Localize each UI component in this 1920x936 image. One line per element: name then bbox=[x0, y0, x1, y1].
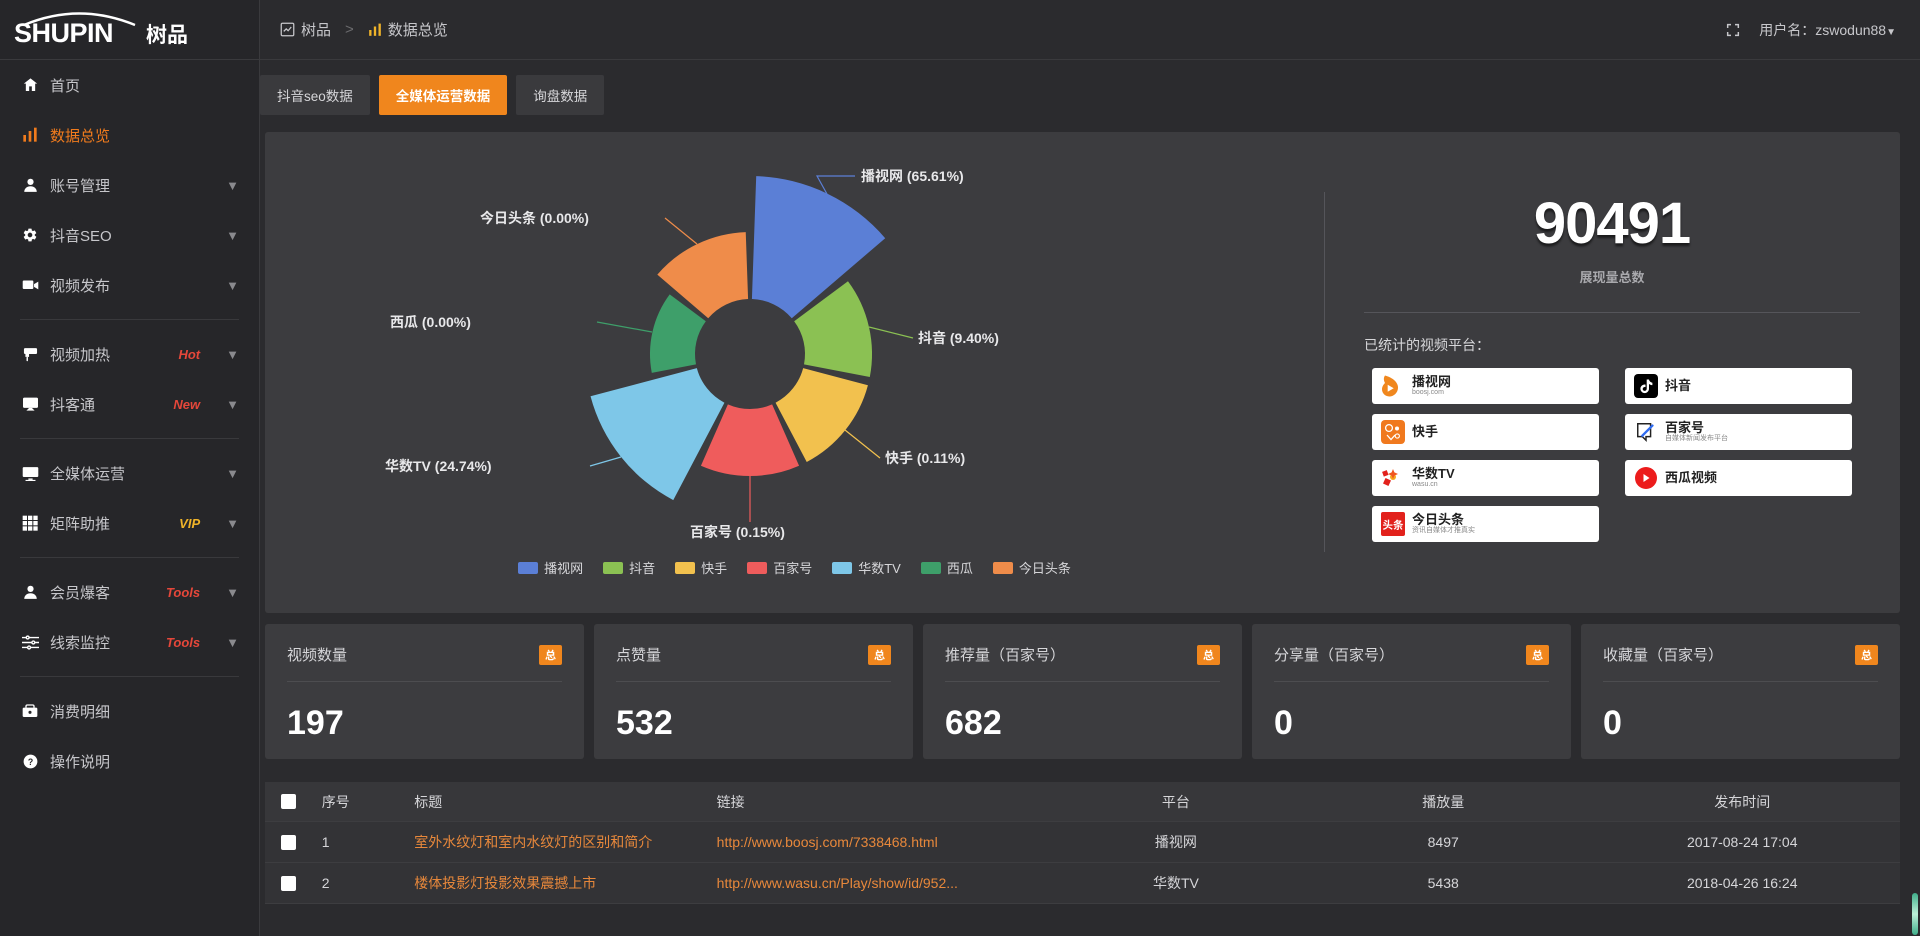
svg-text:?: ? bbox=[27, 756, 32, 766]
svg-text:百家号 (0.15%): 百家号 (0.15%) bbox=[690, 524, 785, 540]
svg-text:快手 (0.11%): 快手 (0.11%) bbox=[885, 450, 965, 466]
svg-text:头条: 头条 bbox=[1383, 518, 1405, 533]
svg-text:树品: 树品 bbox=[146, 19, 188, 49]
svg-text:播视网 (65.61%): 播视网 (65.61%) bbox=[861, 168, 964, 184]
svg-text:今日头条 (0.00%): 今日头条 (0.00%) bbox=[480, 210, 589, 226]
svg-text:抖音 (9.40%): 抖音 (9.40%) bbox=[918, 330, 999, 346]
svg-text:华数TV (24.74%): 华数TV (24.74%) bbox=[385, 458, 492, 474]
svg-text:西瓜 (0.00%): 西瓜 (0.00%) bbox=[390, 314, 471, 330]
